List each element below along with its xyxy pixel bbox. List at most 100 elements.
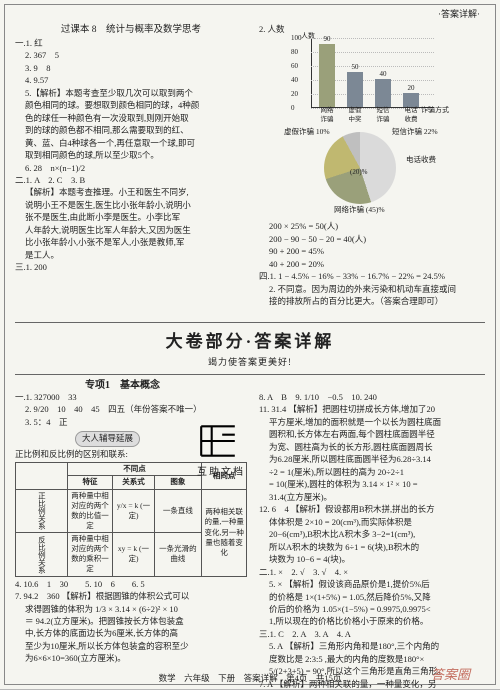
pie-label-1: 短信诈骗 22% [392,128,438,136]
calc-3: 90 + 200 = 45% [259,246,484,257]
big-section: 大卷部分·答案详解 竭力使答案更美好! 专项1 基本概念 [15,320,485,393]
bar: 90 [319,44,335,107]
pie-label-2: 电话收费 [406,156,436,164]
bar: 50 [347,72,363,107]
tbl-r0-0: 正比例关系 [16,489,68,533]
br-8: 8. A B 9. 1/10 −0.5 10. 240 [259,392,484,403]
big-section-sub: 竭力使答案更美好! [15,356,485,368]
bar-value: 50 [347,63,363,72]
tbl-r1-2: xy = k (一定) [113,533,154,577]
bar-value: 90 [319,35,335,44]
bl-7d: 中,长方体的底面边长为6厘米,长方体的高 [15,628,247,639]
q-1-5d: 到的球的颜色都不相同,那么需要取到的红、 [15,125,247,136]
br-11h: 31.4(立方厘米)。 [259,492,484,503]
q-2-2e: 比小张年龄小,小张不是军人,小张是教师,军 [15,237,247,248]
bl-2: 2. 9/20 10 40 45 四五（年份答案不唯一） [15,404,247,415]
br-11a: 11. 31.4 【解析】把圆柱切拼成长方体,增加了20 [259,404,484,415]
q-2-2a: 【解析】本题考查推理。小王和医生不同岁, [15,187,247,198]
bl-7b: 求得圆锥的体积为 1/3 × 3.14 × (6÷2)² × 10 [15,604,247,615]
q-2-2b: 说明小王不是医生,医生比小张年龄小,说明小 [15,200,247,211]
header-title: ·答案详解· [438,8,480,20]
br-s2-1: 二.1. × 2. √ 3. √ 4. × [259,567,484,578]
tbl-h-diff: 不同点 [67,463,202,476]
calc-4: 40 + 200 = 20% [259,259,484,270]
divider-bottom [15,374,485,375]
bl-4: 4. 10.6 1 30 5. 10 6 6. 5 [15,579,247,590]
q-1-2: 2. 367 5 [15,50,247,61]
big-section-title: 大卷部分·答案详解 [15,331,485,354]
tbl-r0-2: y/x = k (一定) [113,489,154,533]
calc-1: 200 × 25% = 50(人) [259,221,484,232]
br-12c: 20−6(cm³),B积木比A积木多 3−2=1(cm³), [259,529,484,540]
bar-axis-y [311,38,312,108]
bar-xlabel: 虚假中奖 [345,107,365,125]
br-s2-5d: 1,所以现在的价格比价格小于原来的价格。 [259,616,484,627]
bar-ytick: 100 [291,34,302,43]
pie-label-3: 网络诈骗 (45)% [334,206,385,214]
bottom-right-col: 8. A B 9. 1/10 −0.5 10. 240 11. 31.4 【解析… [259,392,484,667]
rt-4-1: 四.1. 1 − 4.5% − 16% − 33% − 16.7% − 22% … [259,271,484,282]
br-11e: 为6.28厘米,所以圆柱底面圆半径为6.28÷3.14 [259,454,484,465]
br-11b: 平方厘米,增加的面积就是一个以长为圆柱底面 [259,417,484,428]
glyph-caption: 互助文档 [197,466,245,480]
q-1-4: 4. 9.57 [15,75,247,86]
br-11f: ÷2 = 1(厘米),所以圆柱的高为 20÷2÷1 [259,467,484,478]
tbl-sh-1: 特征 [67,476,113,489]
tbl-sh-3: 图象 [154,476,202,489]
tbl-r1-0: 反比例关系 [16,533,68,577]
bar-xlabel: 电话收费 [401,107,421,125]
handdrawn-glyph [197,420,239,462]
stamp: 答案圈 [431,666,470,684]
br-12a: 12. 6 4 【解析】假设都用B积木拼,拼出的长方 [259,504,484,515]
bar-ytick: 80 [291,48,298,57]
br-s3-1: 三.1. C 2. A 3. A 4. A [259,629,484,640]
pie-chart-wrap: (20)% 虚假诈骗 10% 短信诈骗 22% 电话收费 网络诈骗 (45)% [284,126,454,221]
bar-ytick: 40 [291,76,298,85]
br-12d: 所以A积木的块数为 6÷1 = 6(块),B积木的 [259,542,484,553]
q-1-5e: 黄、蓝、白4种球各一个,再任意取一个球,即可 [15,138,247,149]
bottom-left-col: 一.1. 327000 33 2. 9/20 10 40 45 四五（年份答案不… [15,392,247,667]
bar-ytick: 0 [291,104,295,113]
br-12b: 体体积是 2×10 = 20(cm³),而实际体积是 [259,517,484,528]
pie-inner-text: (20)% [350,168,368,177]
rt-4-2a: 2. 不同意。因为周边的外来污染和机动车直接或间 [259,284,484,295]
bar-xlabel: 短信诈骗 [373,107,393,125]
tbl-r0-3: 一条直线 [154,489,202,533]
rt-4-2b: 接的排放所占的百分比更大。（答案合理即可） [259,296,484,307]
bar: 20 [403,93,419,107]
bar-ytick: 20 [291,90,298,99]
divider-top [15,322,485,323]
br-11g: = 10(厘米),圆柱的体积为 3.14 × 1² × 10 = [259,479,484,490]
br-11c: 圆积和,长方体左右两面,每个圆柱底面圆半径 [259,429,484,440]
bl-1: 一.1. 327000 33 [15,392,247,403]
q-2-2f: 是工人。 [15,250,247,261]
tbl-merged: 两种相关联的量,一种量变化,另一种量也随着变化 [202,489,247,576]
br-s2-5a: 5. × 【解析】假设该商品原价是1,提价5%后 [259,579,484,590]
bar: 40 [375,79,391,107]
br-11d: 为宽、圆柱高为长的长方形,圆柱底面圆周长 [259,442,484,453]
br-s3-5b: 度数比是 2:3:5 ,最大的内角的度数是180°× [259,654,484,665]
page: ·答案详解· 过课本 8 统计与概率及数学思考 一.1. 红 2. 367 5 … [0,0,500,689]
q-1-5b: 颜色相同的球。要想取到颜色相同的球，4种颜 [15,100,247,111]
footer: 数学 六年级 下册 答案详解 第4页 共15页 [0,673,500,684]
br-s2-5b: 的价格是 1×(1+5%) = 1.05,然后降价5%,又降 [259,592,484,603]
tbl-sh-2: 关系式 [113,476,154,489]
pie-label-0: 虚假诈骗 10% [284,128,330,136]
q-1-3: 3. 9 8 [15,63,247,74]
q-1-5c: 色的球任一种颜色有一次没取到,则刚开始取 [15,113,247,124]
q-2-2d: 人年龄大,说明医生比军人年龄大,又因为医生 [15,225,247,236]
q-1-5a: 5.【解析】本题考查至少取几次可以取到两个 [15,88,247,99]
br-12e: 块数为 10−6 = 4(块)。 [259,554,484,565]
q-1-5f: 取到相同颜色的球,所以至少取5个。 [15,150,247,161]
tbl-r1-1: 两种量中相对应的两个数的乘积一定 [67,533,113,577]
tbl-r1-3: 一条光滑的曲线 [154,533,202,577]
bar-chart: 人数 诈骗方式 02040608010090网络诈骗50虚假中奖40短信诈骗20… [289,36,439,126]
calc-2: 200 − 90 − 50 − 20 = 40(人) [259,234,484,245]
br-s2-5c: 价后的价格为 1.05×(1−5%) = 0.9975,0.9975< [259,604,484,615]
bl-7f: 为6×6×10=360(立方厘米)。 [15,653,247,664]
q-3-1: 三.1. 200 [15,262,247,273]
bottom-content: 一.1. 327000 33 2. 9/20 10 40 45 四五（年份答案不… [15,392,485,667]
table-caption-badge: 大人辅导延展 [75,431,140,446]
bl-7e: 至少为10厘米,所以长方体包装盒的容积至少 [15,641,247,652]
bl-7a: 7. 94.2 360 【解析】根据圆锥的体积公式可以 [15,591,247,602]
